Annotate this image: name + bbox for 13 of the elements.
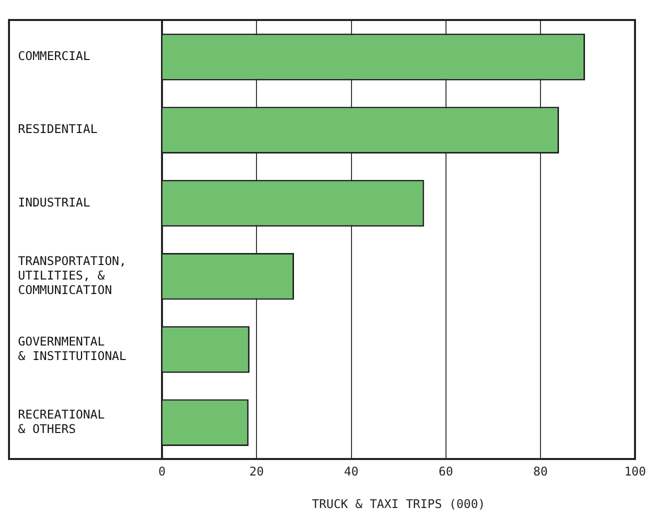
x-axis-title: TRUCK & TAXI TRIPS (000) bbox=[312, 496, 486, 511]
x-tick-label: 0 bbox=[158, 464, 166, 479]
y-tick-label: TRANSPORTATION, UTILITIES, & COMMUNICATION bbox=[18, 254, 126, 297]
y-tick-label: COMMERCIAL bbox=[18, 49, 90, 64]
x-tick-label: 60 bbox=[438, 464, 454, 479]
y-tick-label: GOVERNMENTAL & INSTITUTIONAL bbox=[18, 334, 126, 363]
y-tick-label: INDUSTRIAL bbox=[18, 195, 90, 210]
x-tick-label: 100 bbox=[624, 464, 646, 479]
y-tick-label: RECREATIONAL & OTHERS bbox=[18, 408, 105, 436]
y-tick-label: RESIDENTIAL bbox=[18, 122, 98, 136]
x-tick-label: 20 bbox=[249, 464, 264, 479]
x-tick-label: 80 bbox=[533, 464, 548, 479]
x-tick-label: 40 bbox=[344, 464, 358, 479]
